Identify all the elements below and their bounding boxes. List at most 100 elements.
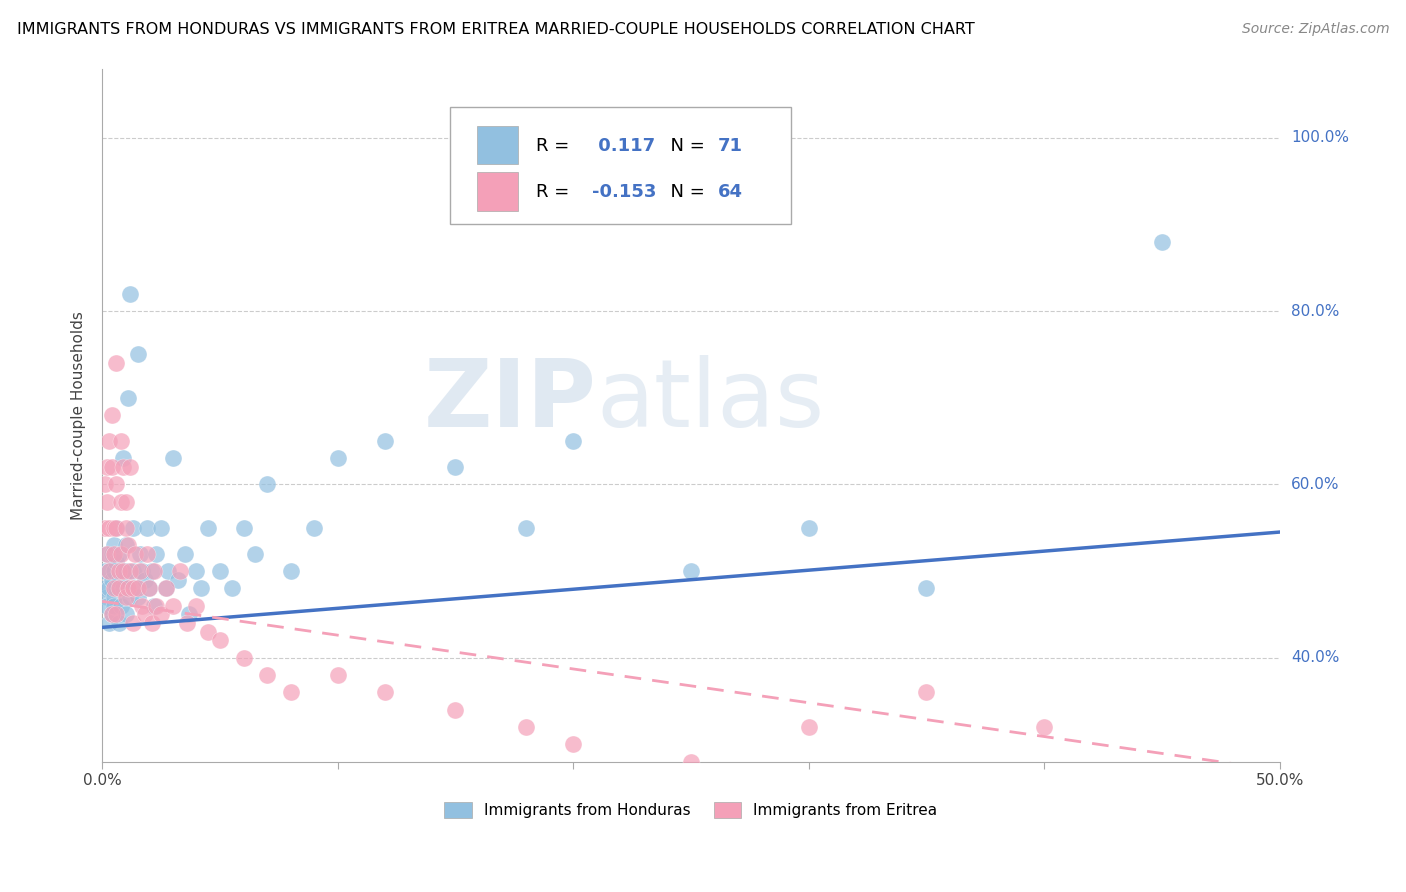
Point [145, 547, 167, 561]
Point [166, 573, 188, 587]
Point [131, 564, 153, 578]
Point [128, 547, 150, 561]
Point [112, 460, 135, 475]
Text: 64: 64 [718, 183, 742, 201]
Text: -0.153: -0.153 [592, 183, 657, 201]
Text: ZIP: ZIP [423, 355, 596, 447]
Point [162, 451, 184, 466]
Point [197, 521, 219, 535]
Point [157, 564, 180, 578]
Point [221, 582, 243, 596]
Point [562, 737, 585, 751]
Point [114, 607, 136, 622]
Point [280, 685, 302, 699]
Point [326, 668, 349, 682]
Point [915, 685, 938, 699]
Point [117, 391, 139, 405]
Point [197, 624, 219, 639]
Y-axis label: Married-couple Households: Married-couple Households [72, 310, 86, 519]
Point [110, 564, 132, 578]
Point [107, 573, 129, 587]
Point [103, 538, 125, 552]
Point [100, 607, 122, 622]
FancyBboxPatch shape [450, 107, 792, 225]
Point [797, 720, 820, 734]
Point [141, 564, 163, 578]
Point [93, 477, 115, 491]
Point [100, 607, 122, 622]
Point [105, 555, 128, 569]
Point [100, 408, 122, 422]
Point [103, 547, 125, 561]
FancyBboxPatch shape [477, 126, 517, 164]
Point [176, 615, 198, 630]
Point [103, 521, 125, 535]
Point [110, 547, 132, 561]
Text: R =: R = [536, 137, 575, 155]
Point [208, 564, 231, 578]
Point [114, 564, 136, 578]
Point [138, 582, 160, 596]
Point [98, 564, 121, 578]
Point [302, 521, 325, 535]
Point [103, 590, 125, 604]
Point [107, 564, 129, 578]
Point [186, 564, 208, 578]
Legend: Immigrants from Honduras, Immigrants from Eritrea: Immigrants from Honduras, Immigrants fro… [439, 796, 943, 824]
Point [915, 582, 938, 596]
Point [173, 547, 195, 561]
Point [145, 599, 167, 613]
Point [155, 582, 177, 596]
Point [107, 547, 129, 561]
Point [150, 607, 173, 622]
Point [280, 564, 302, 578]
Point [117, 582, 139, 596]
Text: 100.0%: 100.0% [1291, 130, 1348, 145]
Text: N =: N = [659, 183, 710, 201]
Point [114, 538, 136, 552]
Point [120, 590, 142, 604]
Point [96, 547, 118, 561]
Point [169, 564, 191, 578]
Point [117, 538, 139, 552]
Point [107, 615, 129, 630]
Text: 40.0%: 40.0% [1291, 650, 1339, 665]
Point [114, 521, 136, 535]
Point [679, 755, 702, 769]
Point [127, 582, 149, 596]
Point [105, 521, 128, 535]
Point [179, 607, 201, 622]
Point [134, 607, 156, 622]
Point [112, 582, 135, 596]
Point [134, 573, 156, 587]
Point [127, 347, 149, 361]
Point [444, 703, 467, 717]
Point [98, 582, 121, 596]
Point [208, 633, 231, 648]
Point [98, 615, 121, 630]
Point [96, 460, 118, 475]
Point [112, 564, 135, 578]
Text: 80.0%: 80.0% [1291, 303, 1339, 318]
Point [121, 564, 143, 578]
Point [93, 582, 115, 596]
Text: IMMIGRANTS FROM HONDURAS VS IMMIGRANTS FROM ERITREA MARRIED-COUPLE HOUSEHOLDS CO: IMMIGRANTS FROM HONDURAS VS IMMIGRANTS F… [17, 22, 974, 37]
Point [124, 582, 146, 596]
Point [103, 564, 125, 578]
Point [797, 521, 820, 535]
Text: Source: ZipAtlas.com: Source: ZipAtlas.com [1241, 22, 1389, 37]
Point [256, 668, 278, 682]
Text: 60.0%: 60.0% [1291, 477, 1340, 491]
Point [131, 599, 153, 613]
Point [515, 720, 537, 734]
Point [96, 590, 118, 604]
Point [121, 582, 143, 596]
Point [138, 582, 160, 596]
Point [100, 547, 122, 561]
Point [105, 582, 128, 596]
Point [136, 547, 159, 561]
Point [143, 599, 166, 613]
Point [374, 685, 396, 699]
Point [232, 650, 254, 665]
Point [96, 599, 118, 613]
